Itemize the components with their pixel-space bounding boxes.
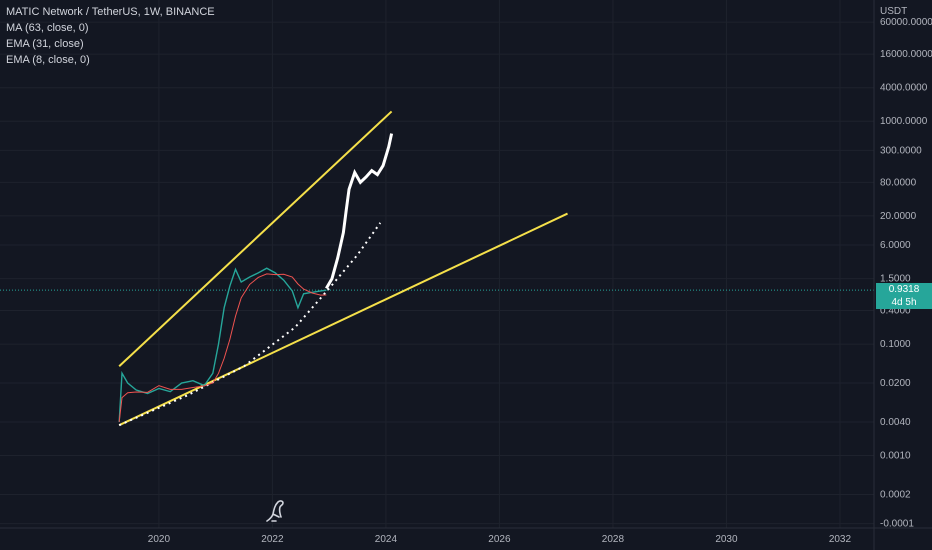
last-price-countdown: 4d 5h [891, 297, 917, 309]
symbol-title[interactable]: MATIC Network / TetherUS, 1W, BINANCE [6, 6, 215, 18]
time-tick-label: 2022 [261, 534, 284, 545]
price-tick-label: 1.5000 [880, 274, 911, 285]
price-tick-label: 300.0000 [880, 145, 922, 156]
time-tick-label: 2030 [715, 534, 738, 545]
price-axis-currency: USDT [880, 6, 907, 17]
price-tick-label: 20.0000 [880, 211, 917, 222]
time-tick-label: 2024 [375, 534, 398, 545]
chart-grid [0, 0, 874, 528]
price-tick-label: 0.4000 [880, 306, 911, 317]
chart-legend: MATIC Network / TetherUS, 1W, BINANCE MA… [6, 4, 215, 68]
price-tick-label: 16000.0000 [880, 49, 932, 60]
price-tick-label: 80.0000 [880, 177, 917, 188]
trendlines [118, 110, 568, 427]
trendline-1 [118, 110, 393, 367]
dotted-projection-line [118, 222, 382, 427]
price-tick-label: 0.0040 [880, 417, 911, 428]
price-tick-label: 60000.0000 [880, 17, 932, 28]
time-axis: 2020 2022 2024 2026 2028 2030 2032 [0, 527, 932, 545]
price-tick-label: 0.0200 [880, 378, 911, 389]
ema-line [118, 273, 327, 423]
indicator-ema8[interactable]: EMA (8, close, 0) [6, 54, 90, 66]
indicator-ma63[interactable]: MA (63, close, 0) [6, 22, 89, 34]
price-tick-label: 4000.0000 [880, 83, 928, 94]
time-tick-label: 2028 [602, 534, 625, 545]
series-lines [118, 133, 394, 423]
last-price-value: 0.9318 [888, 284, 920, 296]
projection-line [325, 133, 394, 290]
price-line [118, 267, 327, 423]
trendline-2 [118, 212, 568, 427]
dotted-projection [118, 222, 382, 427]
last-price-badge: 0.9318 4d 5h [876, 283, 932, 310]
time-tick-label: 2032 [829, 534, 852, 545]
price-tick-label: 0.1000 [880, 339, 911, 350]
indicator-ema31[interactable]: EMA (31, close) [6, 38, 84, 50]
price-tick-label: 6.0000 [880, 240, 911, 251]
price-tick-label: 0.0002 [880, 489, 911, 500]
price-tick-label: 1000.0000 [880, 116, 928, 127]
price-tick-label: -0.0001 [880, 519, 914, 530]
price-tick-label: 0.0010 [880, 451, 911, 462]
time-tick-label: 2020 [148, 534, 171, 545]
time-tick-label: 2026 [488, 534, 511, 545]
